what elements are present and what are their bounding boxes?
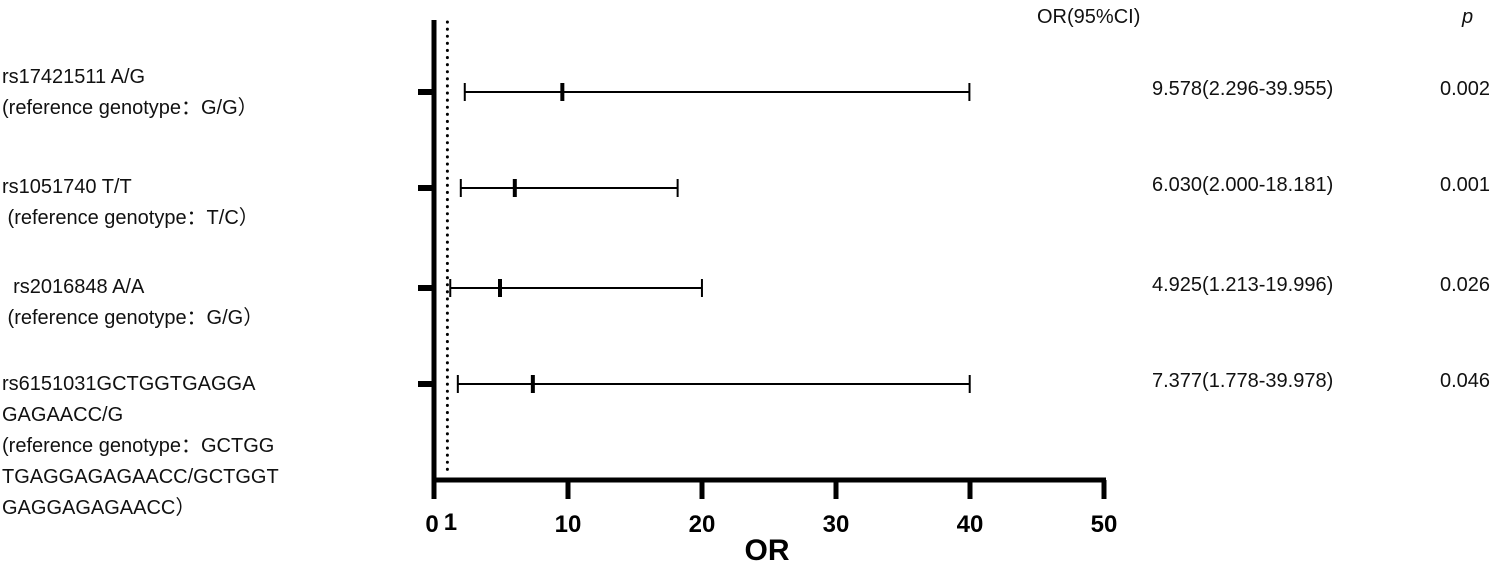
- x-tick-label: 50: [1091, 511, 1118, 538]
- x-tick-label: 10: [555, 511, 582, 538]
- row-label-line: (reference genotype：GCTGG: [2, 435, 275, 457]
- ci-value: 6.030(2.000-18.181): [1152, 174, 1334, 196]
- row-label-line: GAGAACC/G: [2, 404, 124, 426]
- p-value: 0.001: [1440, 174, 1491, 196]
- row-label-line: (reference genotype：T/C）: [2, 207, 259, 229]
- row-label: rs17421511 A/G (reference genotype：G/G）: [2, 62, 258, 124]
- row-label-line: (reference genotype：G/G）: [2, 97, 258, 119]
- row-label-line: TGAGGAGAGAACC/GCTGGT: [2, 466, 279, 488]
- p-value: 0.046: [1440, 370, 1491, 392]
- row-label-line: (reference genotype：G/G）: [2, 307, 264, 329]
- ci-value: 9.578(2.296-39.955): [1152, 78, 1334, 100]
- row-label-line: rs2016848 A/A: [2, 276, 145, 298]
- x-tick-label: 40: [957, 511, 984, 538]
- row-label: rs1051740 T/T (reference genotype：T/C）: [2, 172, 259, 234]
- ci-value: 7.377(1.778-39.978): [1152, 370, 1334, 392]
- x-tick-label: 0: [425, 511, 438, 538]
- row-label-line: rs1051740 T/T: [2, 176, 132, 198]
- p-column-header: p: [1462, 6, 1474, 28]
- row-label-line: rs17421511 A/G: [2, 66, 146, 88]
- row-label-line: rs6151031GCTGGTGAGGA: [2, 373, 256, 395]
- row-label-line: GAGGAGAGAACC）: [2, 497, 196, 519]
- row-label: rs2016848 A/A (reference genotype：G/G）: [2, 272, 264, 334]
- ci-value: 4.925(1.213-19.996): [1152, 274, 1334, 296]
- x-tick-label-1: 1: [444, 509, 457, 536]
- row-label: rs6151031GCTGGTGAGGA GAGAACC/G (reference …: [2, 369, 279, 524]
- x-tick-label: 20: [689, 511, 716, 538]
- x-axis-title: OR: [745, 534, 790, 565]
- p-value: 0.026: [1440, 274, 1491, 296]
- ci-column-header: OR(95%CI): [1037, 6, 1141, 28]
- x-tick-label: 30: [823, 511, 850, 538]
- p-value: 0.002: [1440, 78, 1491, 100]
